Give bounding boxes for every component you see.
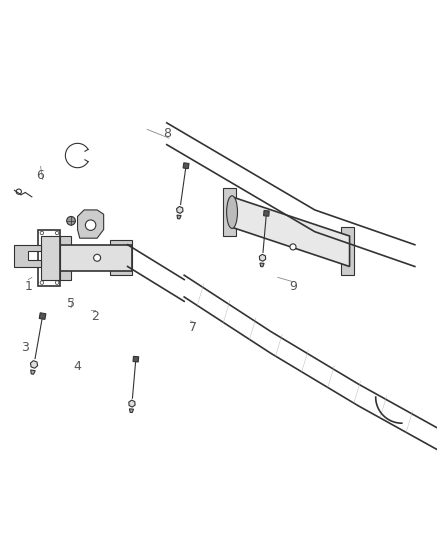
- Polygon shape: [341, 228, 354, 275]
- Polygon shape: [259, 254, 266, 261]
- Text: 6: 6: [37, 168, 45, 182]
- Polygon shape: [177, 206, 183, 213]
- Text: 7: 7: [189, 321, 197, 334]
- Circle shape: [40, 281, 44, 284]
- Text: 2: 2: [91, 310, 99, 323]
- Polygon shape: [110, 240, 132, 275]
- Polygon shape: [232, 197, 350, 266]
- Circle shape: [55, 231, 59, 235]
- Polygon shape: [177, 215, 181, 219]
- Polygon shape: [129, 400, 135, 407]
- Text: 4: 4: [74, 360, 81, 373]
- Polygon shape: [133, 357, 139, 362]
- Circle shape: [290, 244, 296, 250]
- Polygon shape: [14, 245, 41, 266]
- Circle shape: [94, 254, 101, 261]
- Polygon shape: [78, 210, 104, 238]
- Text: 8: 8: [163, 127, 171, 140]
- Polygon shape: [223, 188, 237, 236]
- Polygon shape: [30, 361, 38, 368]
- Circle shape: [67, 216, 75, 225]
- Circle shape: [85, 220, 96, 230]
- Polygon shape: [58, 245, 132, 271]
- Polygon shape: [260, 263, 264, 267]
- Polygon shape: [264, 211, 269, 216]
- Text: 5: 5: [67, 297, 75, 310]
- Text: 3: 3: [21, 341, 29, 353]
- Polygon shape: [183, 163, 189, 168]
- Circle shape: [40, 231, 44, 235]
- Ellipse shape: [46, 238, 57, 277]
- Circle shape: [55, 281, 59, 284]
- Text: 9: 9: [289, 280, 297, 293]
- Polygon shape: [31, 370, 35, 374]
- Polygon shape: [58, 236, 71, 279]
- Text: 1: 1: [25, 280, 32, 293]
- Polygon shape: [129, 409, 134, 413]
- Ellipse shape: [226, 196, 237, 229]
- Polygon shape: [39, 313, 46, 319]
- Polygon shape: [41, 236, 60, 279]
